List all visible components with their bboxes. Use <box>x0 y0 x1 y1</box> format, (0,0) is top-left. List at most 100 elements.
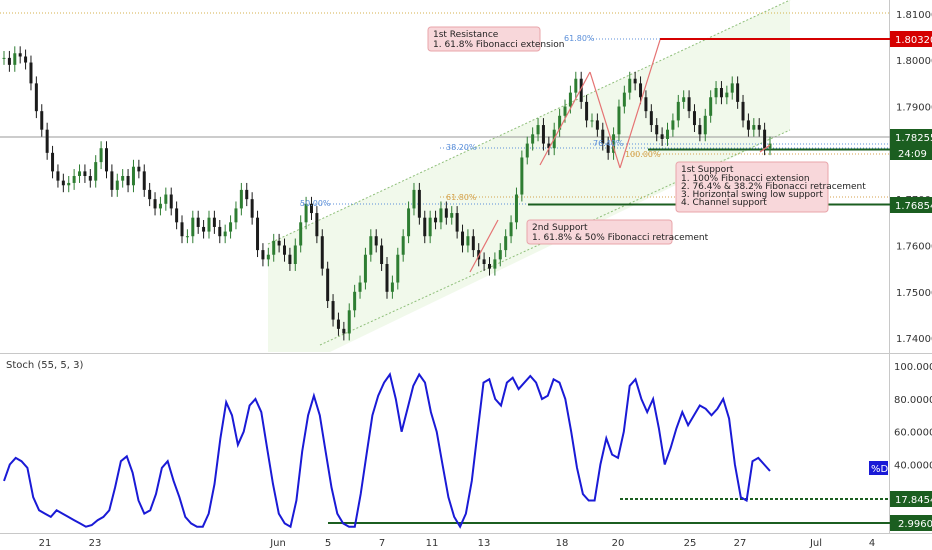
candle-body <box>482 259 486 264</box>
candle-body <box>682 97 686 102</box>
price-tick-label: 1.74000 <box>896 334 932 345</box>
candle-body <box>514 194 518 223</box>
candle-body <box>266 254 270 260</box>
candle-body <box>401 236 405 255</box>
candle-body <box>585 101 589 121</box>
indicator-label[interactable]: Stoch (55, 5, 3) <box>6 360 83 371</box>
candle-body <box>142 171 146 190</box>
candle-body <box>342 328 346 334</box>
indicator-tick-label: 60.0000 <box>894 428 932 439</box>
candle-body <box>466 236 470 246</box>
indicator-tick-label: 100.0000 <box>894 362 932 373</box>
candle-body <box>320 236 324 269</box>
price-axis[interactable]: 1.810001.800001.790001.770001.760001.750… <box>896 10 932 345</box>
indicator-axis[interactable]: 100.0000 80.0000 60.0000 40.0000 <box>894 362 932 471</box>
candle-body <box>606 143 610 153</box>
candle-body <box>612 134 616 153</box>
candle-body <box>331 301 335 320</box>
candle-body <box>380 245 384 264</box>
resistance-annotation-line-1: 1. 61.8% Fibonacci extension <box>433 40 565 50</box>
time-tick-label: Jul <box>809 538 822 549</box>
candle-body <box>51 152 55 172</box>
candle-body <box>450 213 454 218</box>
time-axis[interactable]: 21 23 Jun 5 7 11 13 18 20 25 27 Jul 4 <box>39 538 876 549</box>
candle-body <box>493 259 497 269</box>
candle-body <box>444 208 448 218</box>
resistance-price-tag: 1.80320 <box>890 31 932 47</box>
candle-body <box>347 310 351 334</box>
candle-body <box>126 176 130 186</box>
time-tick-label: 25 <box>684 538 697 549</box>
candle-body <box>234 208 238 223</box>
candle-body <box>639 83 643 98</box>
candle-body <box>574 78 578 93</box>
indicator-panel[interactable] <box>0 355 890 533</box>
candle-body <box>261 250 265 260</box>
candle-body <box>34 83 38 112</box>
candle-body <box>725 92 729 98</box>
resistance-annotation[interactable]: 1st Resistance 1. 61.8% Fibonacci extens… <box>427 26 565 52</box>
candle-body <box>288 254 292 264</box>
time-tick-label: 21 <box>39 538 52 549</box>
candle-body <box>191 217 195 237</box>
stoch-level-2-tag: 2.9960 <box>890 515 932 531</box>
candle-body <box>698 125 702 135</box>
stoch-d-label: %D <box>871 464 889 475</box>
candle-body <box>719 88 723 98</box>
candle-body <box>563 106 567 116</box>
candle-body <box>487 264 491 269</box>
second-support-annotation[interactable]: 2nd Support 1. 61.8% & 50% Fibonacci ret… <box>526 219 709 245</box>
candle-body <box>396 254 400 283</box>
candle-body <box>434 217 438 223</box>
candle-body <box>315 213 319 237</box>
resistance-annotation-title: 1st Resistance <box>433 30 499 40</box>
price-tick-label: 1.79000 <box>896 103 932 114</box>
candle-body <box>88 176 92 181</box>
time-tick-label: 27 <box>734 538 747 549</box>
candle-body <box>207 217 211 232</box>
candle-body <box>121 176 125 181</box>
partial-price-label: 24:09 <box>898 149 927 160</box>
first-support-annotation[interactable]: 1st Support 1. 100% Fibonacci extension … <box>675 161 866 213</box>
candle-body <box>730 83 734 93</box>
indicator-tick-label: 40.0000 <box>894 460 932 471</box>
time-tick-label: 5 <box>325 538 331 549</box>
candle-body <box>746 120 750 130</box>
candle-body <box>363 254 367 283</box>
stoch-level-1-tag: 17.8454 <box>890 491 932 507</box>
candle-body <box>283 245 287 255</box>
swing-arrows <box>469 39 771 273</box>
candle-body <box>2 57 6 59</box>
candle-body <box>99 148 103 163</box>
candle-body <box>336 319 340 329</box>
candle-body <box>309 203 313 214</box>
channel-upper-line <box>267 0 791 245</box>
candle-body <box>703 115 707 135</box>
fib-label-100: 100.00% <box>625 150 661 159</box>
candle-body <box>277 240 281 246</box>
candles-group <box>2 46 772 341</box>
resistance-price-label: 1.80320 <box>895 35 932 46</box>
candle-body <box>536 125 540 135</box>
time-tick-label: 13 <box>478 538 491 549</box>
candle-body <box>358 282 362 292</box>
candle-body <box>202 226 206 232</box>
partial-price-tag: 24:09 <box>890 145 932 160</box>
first-support-line-4: 4. Channel support <box>681 198 767 208</box>
time-tick-label: Jun <box>269 538 286 549</box>
second-support-title: 2nd Support <box>532 223 588 233</box>
candle-body <box>115 180 119 190</box>
candle-body <box>709 97 713 116</box>
last-price-tag: 1.78255 <box>890 129 932 145</box>
candle-body <box>676 101 680 121</box>
candle-body <box>158 203 162 209</box>
fib-label-764: 76.40% <box>593 139 624 148</box>
fib-label-50: 50.00% <box>300 199 331 208</box>
candle-body <box>666 129 670 139</box>
candle-body <box>131 166 135 186</box>
candle-body <box>692 111 696 126</box>
candle-body <box>520 157 524 195</box>
candle-body <box>531 134 535 144</box>
candle-body <box>223 231 227 237</box>
